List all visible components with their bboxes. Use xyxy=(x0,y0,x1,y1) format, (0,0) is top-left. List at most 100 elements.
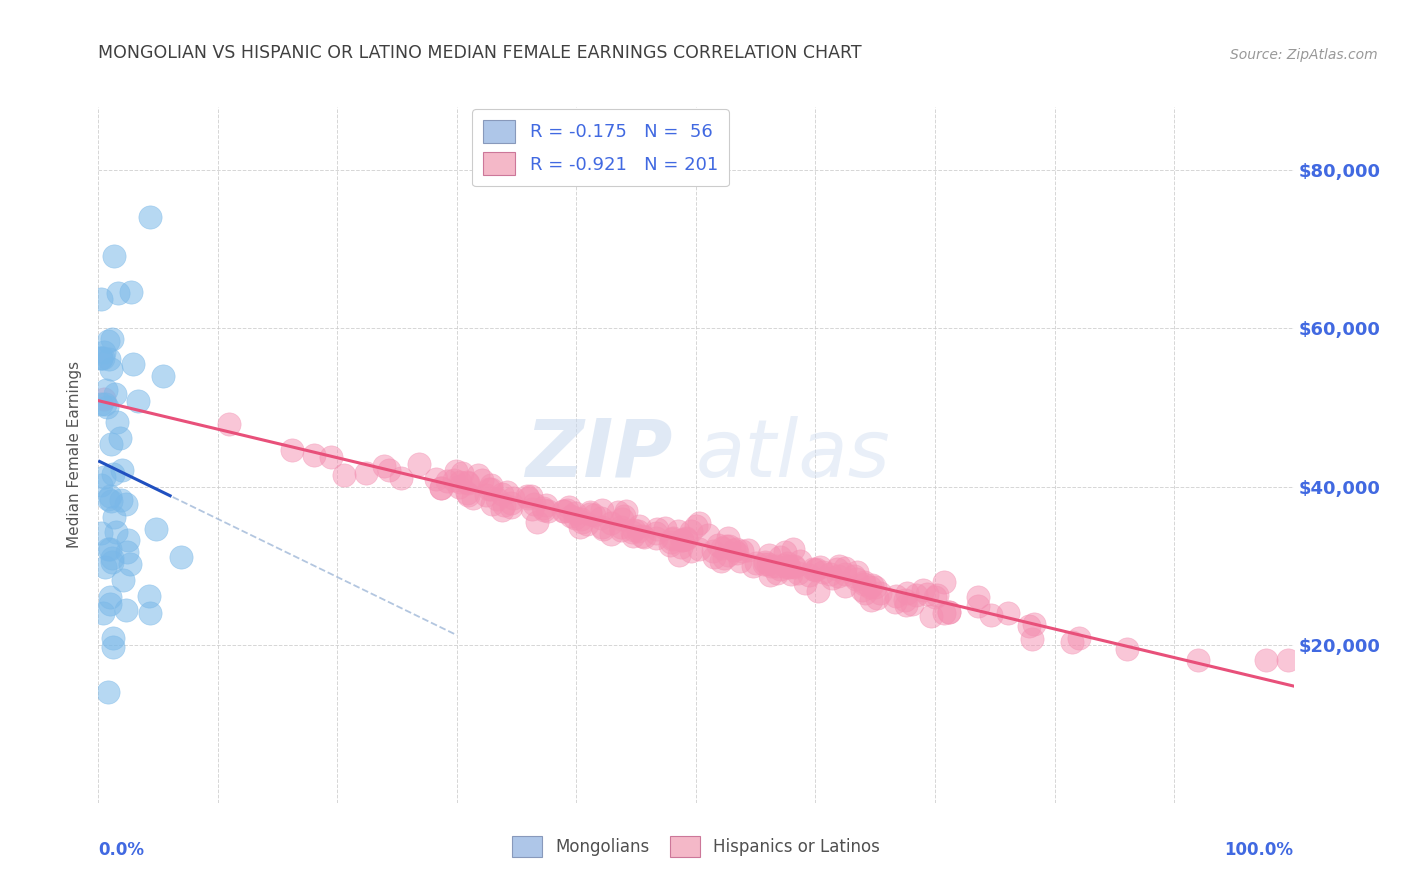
Point xyxy=(555,503,578,517)
Point xyxy=(633,530,655,544)
Point xyxy=(675,532,697,546)
Point xyxy=(94,559,117,574)
Point xyxy=(429,481,451,495)
Point xyxy=(1067,631,1090,645)
Point xyxy=(485,492,508,507)
Point xyxy=(103,510,125,524)
Point xyxy=(852,576,875,591)
Point xyxy=(782,542,804,557)
Point xyxy=(443,473,465,487)
Point xyxy=(96,401,118,415)
Point xyxy=(728,554,751,568)
Point xyxy=(745,556,768,570)
Point xyxy=(711,541,734,556)
Point xyxy=(924,591,946,605)
Point xyxy=(408,457,430,471)
Point xyxy=(564,506,586,520)
Point xyxy=(560,509,582,524)
Point xyxy=(101,555,124,569)
Point xyxy=(449,475,471,490)
Point xyxy=(97,352,120,367)
Point xyxy=(104,524,127,539)
Point xyxy=(491,487,513,501)
Point xyxy=(759,559,782,574)
Point xyxy=(1024,617,1046,632)
Point xyxy=(966,599,988,613)
Point xyxy=(145,522,167,536)
Point xyxy=(717,549,740,563)
Point xyxy=(100,437,122,451)
Point xyxy=(776,559,799,574)
Point xyxy=(568,520,591,534)
Point xyxy=(827,569,849,583)
Point xyxy=(731,544,754,558)
Point xyxy=(456,475,478,489)
Point xyxy=(90,397,112,411)
Point xyxy=(794,575,817,590)
Point xyxy=(620,525,643,540)
Point xyxy=(100,361,122,376)
Point xyxy=(457,475,479,490)
Point xyxy=(782,560,804,574)
Point xyxy=(118,557,141,571)
Point xyxy=(725,545,748,559)
Point xyxy=(828,558,851,573)
Point xyxy=(675,533,697,547)
Point xyxy=(797,568,820,582)
Point xyxy=(997,606,1019,620)
Point xyxy=(645,525,668,540)
Point xyxy=(938,605,960,619)
Point xyxy=(115,497,138,511)
Point xyxy=(716,540,738,554)
Point xyxy=(98,541,121,556)
Point xyxy=(218,417,240,431)
Point xyxy=(659,538,682,552)
Point xyxy=(600,516,623,530)
Point xyxy=(520,489,543,503)
Y-axis label: Median Female Earnings: Median Female Earnings xyxy=(67,361,83,549)
Point xyxy=(917,587,939,601)
Point xyxy=(533,502,555,516)
Point xyxy=(467,468,489,483)
Point xyxy=(534,499,557,513)
Point xyxy=(114,603,136,617)
Point xyxy=(592,522,614,536)
Point xyxy=(100,590,122,604)
Point xyxy=(97,685,120,699)
Point xyxy=(925,588,948,602)
Point xyxy=(575,516,598,531)
Point xyxy=(905,588,928,602)
Text: atlas: atlas xyxy=(696,416,891,494)
Point xyxy=(706,538,728,552)
Point xyxy=(863,580,886,594)
Point xyxy=(479,482,502,496)
Point xyxy=(860,577,883,591)
Point xyxy=(852,575,875,590)
Point xyxy=(688,516,710,530)
Point xyxy=(97,541,120,556)
Point xyxy=(669,540,692,554)
Point xyxy=(1115,642,1137,657)
Point xyxy=(610,520,633,534)
Point xyxy=(481,497,503,511)
Point xyxy=(516,491,538,505)
Point xyxy=(333,468,356,483)
Point xyxy=(491,503,513,517)
Point xyxy=(100,551,122,566)
Point xyxy=(834,579,856,593)
Point xyxy=(627,524,650,538)
Point xyxy=(967,590,990,604)
Point xyxy=(666,524,689,539)
Point xyxy=(662,531,685,545)
Point xyxy=(934,606,956,620)
Point xyxy=(90,351,112,366)
Point xyxy=(741,558,763,573)
Point xyxy=(627,519,650,533)
Point xyxy=(787,566,810,580)
Point xyxy=(1018,618,1040,632)
Point xyxy=(901,598,924,612)
Point xyxy=(111,463,134,477)
Point xyxy=(645,531,668,545)
Point xyxy=(773,545,796,559)
Point xyxy=(100,494,122,508)
